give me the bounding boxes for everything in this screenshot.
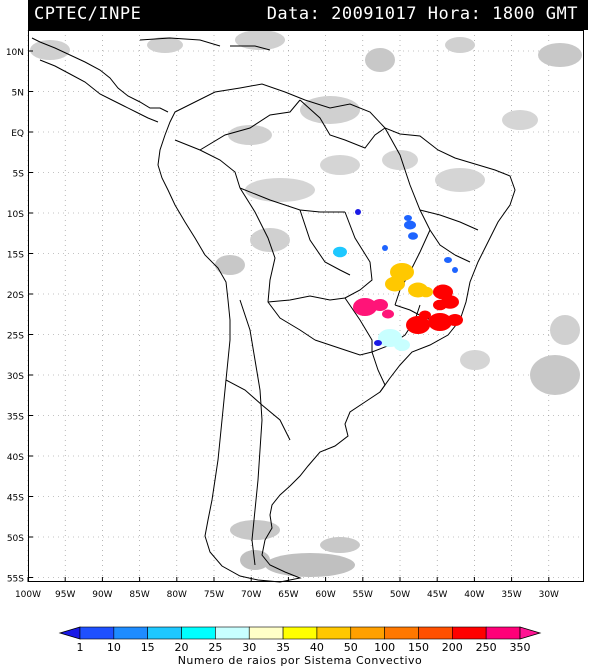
colorbar-tick-label: 15 (141, 641, 155, 654)
colorbar-segment (452, 626, 487, 640)
lon-label: 40W (464, 590, 484, 600)
storm-cell (452, 267, 458, 273)
lat-label: 10N (6, 48, 24, 58)
colorbar-tick-label: 350 (510, 641, 531, 654)
colorbar-segment (248, 626, 284, 640)
lon-label: 65W (278, 590, 298, 600)
lat-label: 35S (7, 413, 24, 423)
colorbar-segment (79, 626, 115, 640)
storm-cell (382, 245, 388, 251)
map-frame (28, 30, 584, 582)
storm-cell (353, 298, 377, 316)
lat-label: 25S (7, 332, 24, 342)
storm-cell (333, 246, 347, 258)
lon-label: 80W (167, 590, 187, 600)
storm-cell (372, 299, 388, 311)
colorbar-tick-label: 250 (476, 641, 497, 654)
lon-label: 75W (204, 590, 224, 600)
storm-cell (355, 209, 361, 215)
lat-label: 55S (7, 575, 24, 585)
colorbar-tick-label: 50 (344, 641, 358, 654)
storm-cell (382, 309, 394, 319)
colorbar-segment (350, 626, 385, 640)
lat-label: EQ (11, 129, 24, 139)
date-time-label: Data: 20091017 Hora: 1800 GMT (266, 4, 578, 24)
storm-cell (428, 313, 452, 331)
colorbar-tick-label: 1 (77, 641, 84, 654)
lat-label: 5N (12, 89, 24, 99)
colorbar-segment (384, 626, 419, 640)
colorbar-left-arrow (58, 626, 81, 640)
lat-label: 45S (7, 494, 24, 504)
lon-label: 45W (427, 590, 447, 600)
colorbar-tick-label: 40 (310, 641, 324, 654)
agency-label: CPTEC/INPE (34, 4, 142, 24)
central-america-coast (31, 37, 169, 113)
lat-label: 10S (7, 210, 24, 220)
colorbar-title: Numero de raios por Sistema Convectivo (177, 654, 423, 667)
lon-label: 30W (539, 590, 559, 600)
lat-label: 15S (7, 251, 24, 261)
colorbar-tick-label: 150 (408, 641, 429, 654)
colorbar-tick-label: 200 (442, 641, 463, 654)
central-america-coast-south (39, 59, 159, 123)
lon-label: 35W (501, 590, 521, 600)
storm-cell (419, 310, 431, 320)
colorbar-tick-label: 100 (374, 641, 395, 654)
colorbar-segment (215, 626, 250, 640)
storm-cell (444, 257, 452, 263)
lon-label: 70W (241, 590, 261, 600)
colorbar-tick-label: 25 (208, 641, 222, 654)
lat-label: 30S (7, 372, 24, 382)
lon-label: 85W (129, 590, 149, 600)
storm-cell (404, 215, 412, 221)
lightning-storm-cells (333, 209, 463, 351)
storm-cell (433, 299, 447, 311)
lat-label: 50S (7, 534, 24, 544)
cloud-cover (30, 30, 582, 577)
colorbar-right-arrow (519, 626, 542, 640)
colorbar-segment (316, 626, 352, 640)
storm-cell (419, 286, 433, 298)
colorbar-segment (418, 626, 453, 640)
lon-label: 55W (353, 590, 373, 600)
storm-cell (385, 276, 405, 292)
storm-cell (408, 232, 418, 240)
colorbar-tick-label: 10 (107, 641, 121, 654)
lat-label: 20S (7, 291, 24, 301)
south-america-coast (157, 83, 516, 583)
lat-label: 5S (13, 170, 25, 180)
colorbar-segment (113, 626, 148, 640)
lon-label: 95W (55, 590, 75, 600)
map-header: CPTEC/INPE Data: 20091017 Hora: 1800 GMT (28, 0, 588, 30)
colorbar-tick-label: 20 (175, 641, 189, 654)
lightning-colorbar: 1 10 15 20 25 30 35 40 50 100 150 200 250 350 (58, 626, 542, 654)
lat-label: 40S (7, 453, 24, 463)
colorbar-segment (282, 626, 318, 640)
storm-cell (374, 340, 382, 346)
storm-cell (406, 316, 430, 334)
colorbar-tick-label: 35 (276, 641, 290, 654)
colorbar-tick-label: 30 (242, 641, 256, 654)
colorbar-segment (147, 626, 182, 640)
lon-label: 50W (390, 590, 410, 600)
lon-label: 60W (315, 590, 335, 600)
storm-cell (447, 314, 463, 326)
colorbar-segment (485, 626, 521, 640)
colorbar-segment (181, 626, 216, 640)
lon-label: 100W (15, 590, 41, 600)
lon-label: 90W (92, 590, 112, 600)
storm-cell (394, 339, 410, 351)
storm-cell (390, 263, 414, 281)
storm-cell (404, 220, 416, 230)
